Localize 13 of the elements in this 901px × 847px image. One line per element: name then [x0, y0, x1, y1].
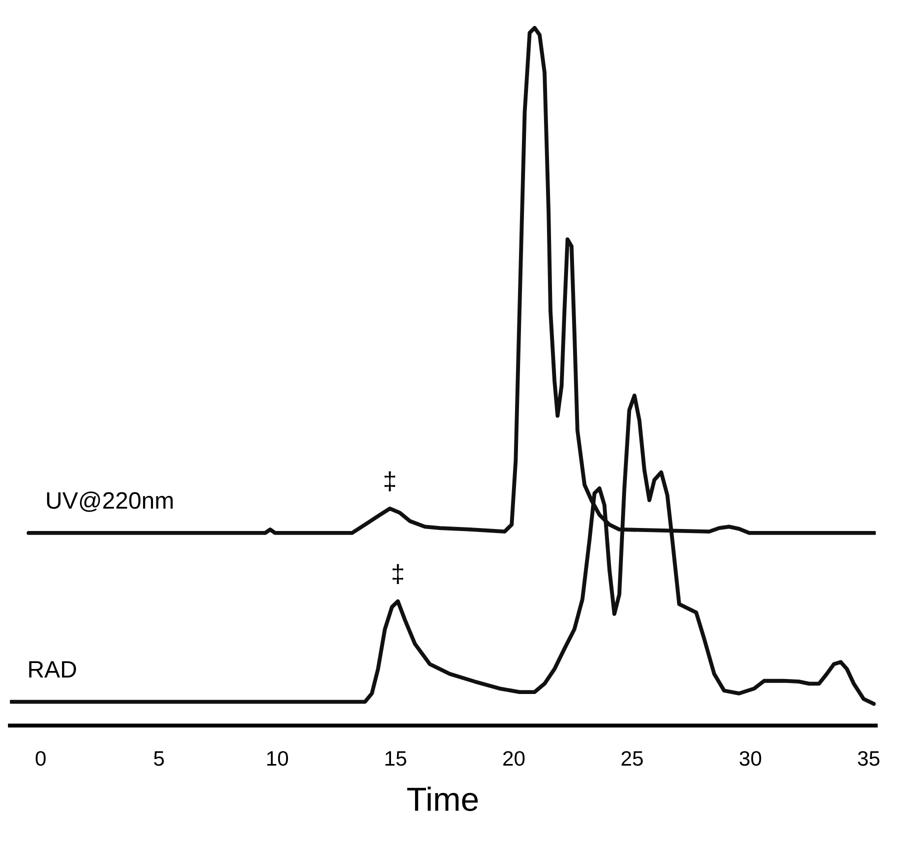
- x-tick-label: 30: [740, 751, 762, 766]
- annotation: ‡: [384, 471, 396, 492]
- x-tick-label: 35: [858, 751, 880, 766]
- x-tick-label: 10: [267, 751, 288, 766]
- series-label: RAD: [29, 661, 76, 678]
- x-axis-title: Time: [407, 786, 478, 812]
- x-tick-label: 25: [622, 751, 643, 766]
- x-tick-label: 5: [154, 751, 164, 766]
- x-tick-label: 0: [36, 751, 46, 766]
- x-tick-label: 20: [503, 751, 525, 766]
- annotation: ‡: [392, 564, 404, 584]
- x-tick-label: 15: [386, 751, 406, 766]
- series-label: UV@220nm: [47, 492, 173, 512]
